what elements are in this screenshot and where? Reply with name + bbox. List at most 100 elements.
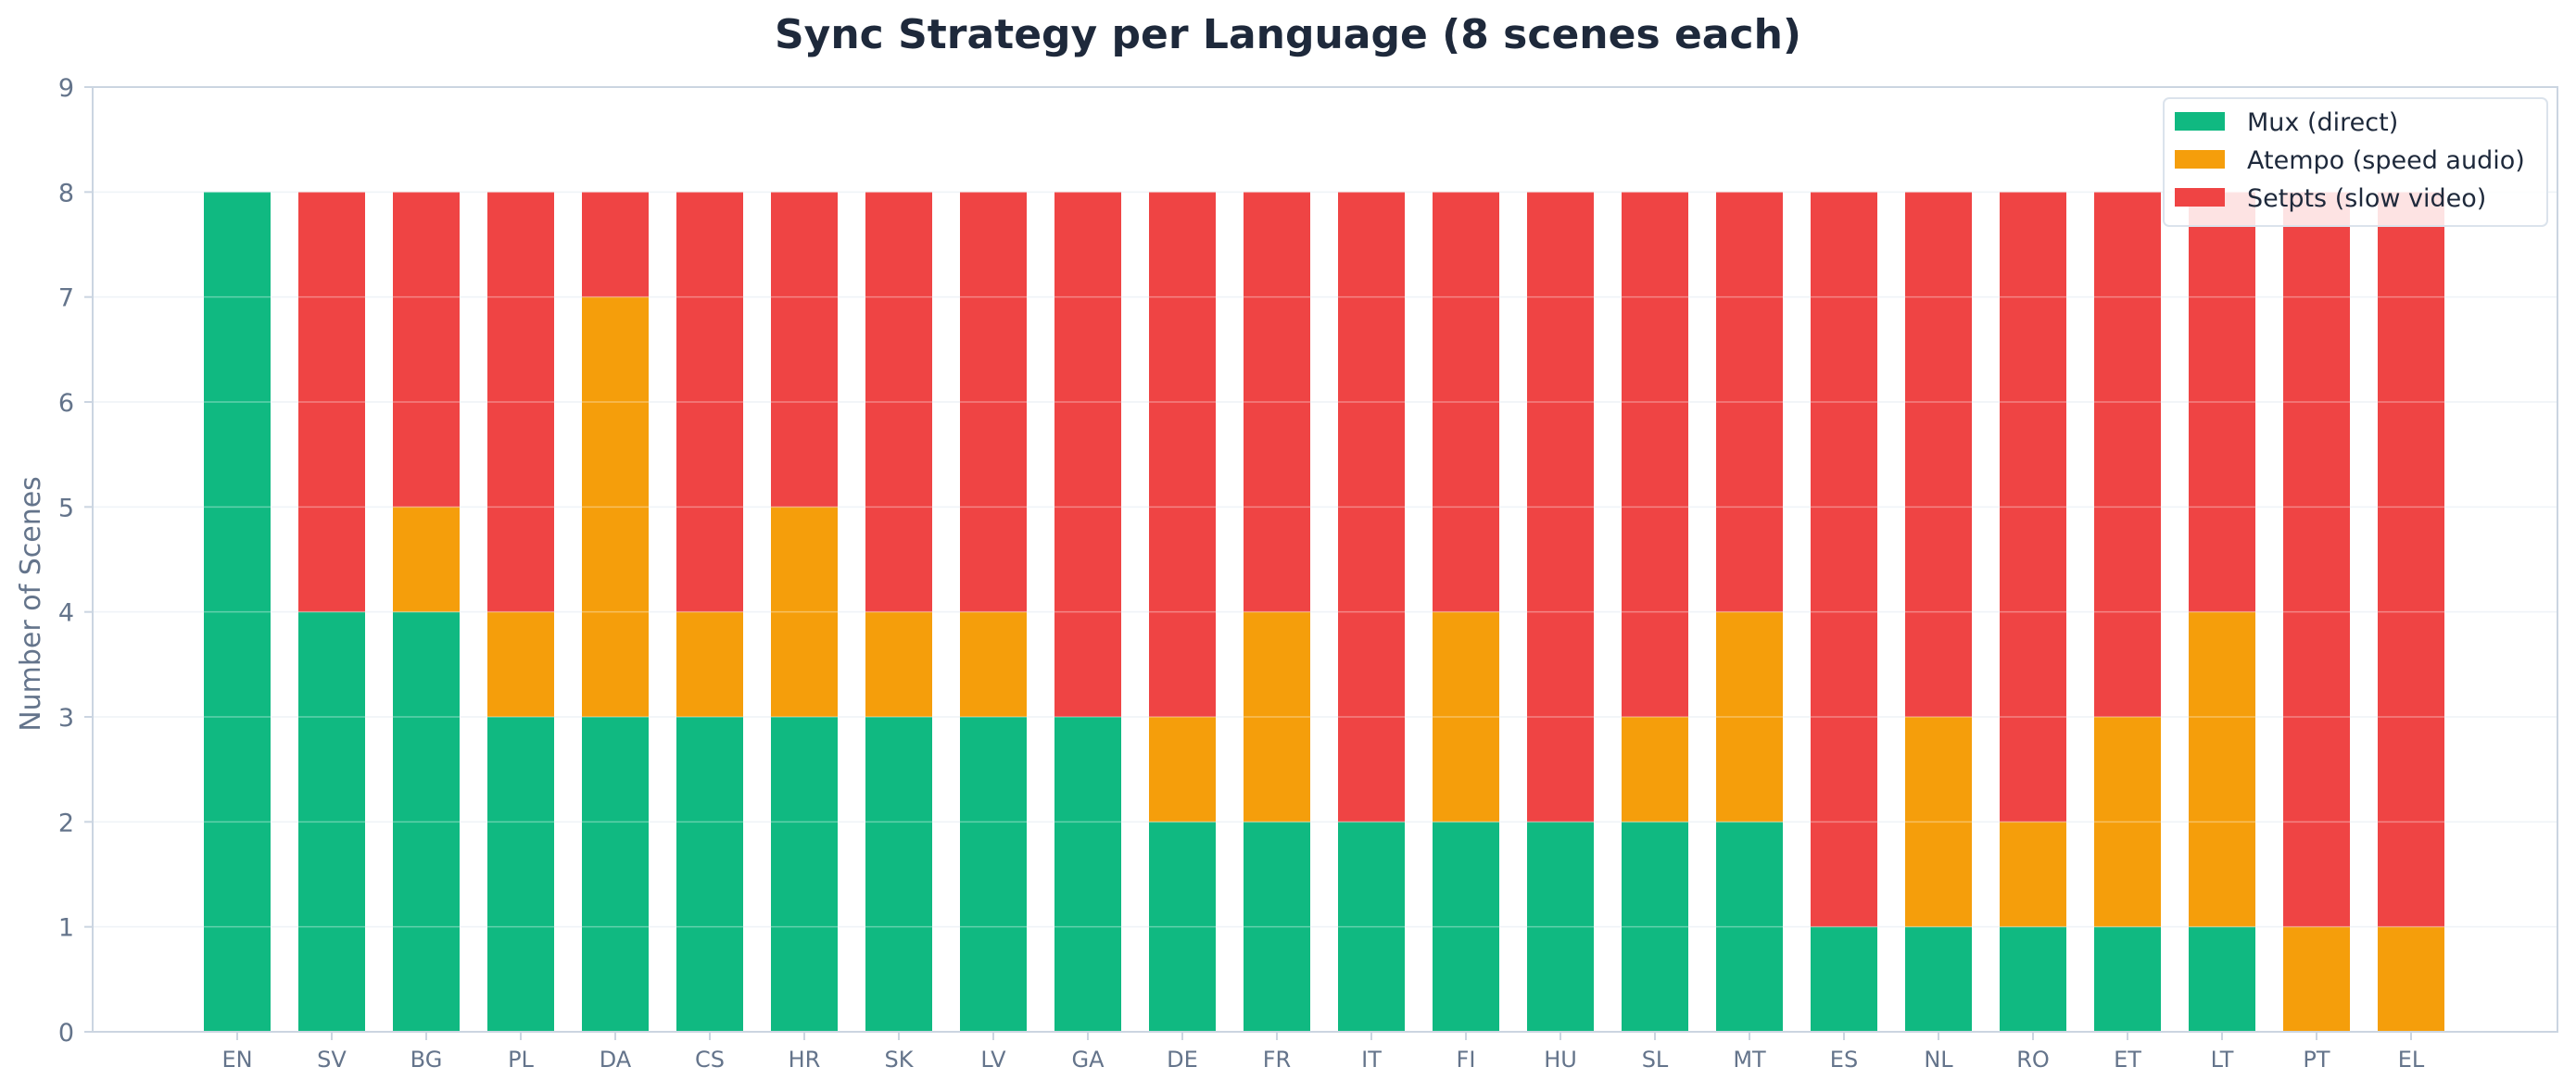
bar-fi-setpts bbox=[1433, 192, 1499, 612]
y-tick-label: 3 bbox=[58, 704, 74, 733]
bar-ro-setpts bbox=[2000, 192, 2066, 822]
bar-sl-setpts bbox=[1622, 192, 1688, 718]
bar-de-setpts bbox=[1149, 192, 1216, 718]
bar-sv-setpts bbox=[298, 192, 365, 612]
legend-swatch bbox=[2175, 112, 2225, 131]
bar-pl-setpts bbox=[487, 192, 554, 612]
bar-lv-atempo bbox=[960, 611, 1027, 717]
bar-it-setpts bbox=[1338, 192, 1405, 822]
bar-mt-atempo bbox=[1716, 611, 1783, 822]
bar-et-setpts bbox=[2094, 192, 2161, 718]
bar-lt-setpts bbox=[2189, 192, 2255, 612]
bar-it-mux bbox=[1338, 822, 1405, 1032]
x-tick-label: PT bbox=[2303, 1047, 2330, 1073]
gridlines bbox=[93, 86, 2557, 1033]
bar-lv-setpts bbox=[960, 192, 1027, 612]
bar-bg-mux bbox=[393, 611, 460, 1032]
chart-title: Sync Strategy per Language (8 scenes eac… bbox=[775, 11, 1801, 58]
bar-lv-mux bbox=[960, 717, 1027, 1032]
plot-frame bbox=[92, 86, 2558, 1033]
y-axis-ticks: 0 1 2 3 4 5 6 7 8 9 bbox=[58, 74, 93, 1048]
bar-es-mux bbox=[1811, 926, 1877, 1032]
x-tick-label: DE bbox=[1167, 1047, 1198, 1073]
bar-fi-mux bbox=[1433, 822, 1499, 1032]
y-tick-label: 7 bbox=[58, 284, 74, 313]
bar-en-mux bbox=[204, 192, 271, 1033]
x-tick-label: EL bbox=[2398, 1047, 2425, 1073]
x-axis-ticks: EN SV BG PL DA CS HR SK LV GA DE FR IT FI HU SL MT ES NL RO… bbox=[221, 1032, 2425, 1073]
axes bbox=[92, 86, 2558, 1033]
x-tick-label: DA bbox=[600, 1047, 632, 1073]
bar-hr-mux bbox=[771, 717, 838, 1032]
bar-sl-atempo bbox=[1622, 717, 1688, 822]
x-tick-label: HU bbox=[1544, 1047, 1577, 1073]
bar-sl-mux bbox=[1622, 822, 1688, 1032]
bar-cs-atempo bbox=[676, 611, 743, 717]
bar-bg-atempo bbox=[393, 507, 460, 612]
bar-nl-atempo bbox=[1905, 717, 1972, 927]
bar-hr-atempo bbox=[771, 507, 838, 717]
bar-cs-mux bbox=[676, 717, 743, 1032]
legend-box bbox=[2163, 97, 2548, 227]
bar-es-setpts bbox=[1811, 192, 1877, 927]
bar-fr-setpts bbox=[1244, 192, 1310, 612]
x-tick-label: CS bbox=[695, 1047, 725, 1073]
y-tick-label: 4 bbox=[58, 599, 74, 628]
bar-hu-setpts bbox=[1527, 192, 1594, 822]
bar-bg-setpts bbox=[393, 192, 460, 508]
x-tick-label: NL bbox=[1924, 1047, 1953, 1073]
bar-et-atempo bbox=[2094, 717, 2161, 927]
legend-label: Mux (direct) bbox=[2247, 108, 2398, 137]
bar-lt-mux bbox=[2189, 926, 2255, 1032]
bar-da-mux bbox=[582, 717, 649, 1032]
bar-fr-atempo bbox=[1244, 611, 1310, 822]
bar-sk-atempo bbox=[865, 611, 932, 717]
bar-sk-mux bbox=[865, 717, 932, 1032]
legend-swatch bbox=[2175, 188, 2225, 207]
legend-label: Setpts (slow video) bbox=[2247, 184, 2486, 213]
y-tick-label: 2 bbox=[58, 809, 74, 837]
y-tick-label: 1 bbox=[58, 914, 74, 943]
bar-pl-atempo bbox=[487, 611, 554, 717]
y-tick-label: 9 bbox=[58, 74, 74, 103]
x-tick-label: BG bbox=[410, 1047, 443, 1073]
bar-da-atempo bbox=[582, 296, 649, 717]
bar-fr-mux bbox=[1244, 822, 1310, 1032]
bar-et-mux bbox=[2094, 926, 2161, 1032]
x-tick-label: SL bbox=[1642, 1047, 1669, 1073]
bar-nl-setpts bbox=[1905, 192, 1972, 718]
bar-nl-mux bbox=[1905, 926, 1972, 1032]
x-tick-label: ES bbox=[1830, 1047, 1858, 1073]
bar-ro-mux bbox=[2000, 926, 2066, 1032]
bar-pt-setpts bbox=[2283, 192, 2350, 927]
bar-ga-mux bbox=[1054, 717, 1121, 1032]
y-tick-label: 6 bbox=[58, 389, 74, 418]
bar-mt-setpts bbox=[1716, 192, 1783, 612]
x-tick-label: MT bbox=[1733, 1047, 1766, 1073]
bar-pl-mux bbox=[487, 717, 554, 1032]
x-tick-label: SV bbox=[317, 1047, 347, 1073]
x-tick-label: EN bbox=[221, 1047, 252, 1073]
y-tick-label: 8 bbox=[58, 179, 74, 207]
bar-pt-atempo bbox=[2283, 926, 2350, 1032]
x-tick-label: RO bbox=[2016, 1047, 2050, 1073]
bars bbox=[93, 191, 2557, 1033]
x-tick-label: LV bbox=[980, 1047, 1006, 1073]
x-tick-label: FR bbox=[1263, 1047, 1291, 1073]
bar-ga-setpts bbox=[1054, 192, 1121, 718]
bar-de-atempo bbox=[1149, 717, 1216, 822]
legend-swatch bbox=[2175, 150, 2225, 169]
bar-el-setpts bbox=[2378, 192, 2444, 927]
x-tick-label: GA bbox=[1071, 1047, 1105, 1073]
bar-sv-mux bbox=[298, 611, 365, 1032]
bar-fi-atempo bbox=[1433, 611, 1499, 822]
bar-el-atempo bbox=[2378, 926, 2444, 1032]
bar-hu-mux bbox=[1527, 822, 1594, 1032]
bar-ro-atempo bbox=[2000, 822, 2066, 927]
x-tick-label: ET bbox=[2114, 1047, 2141, 1073]
x-tick-label: LT bbox=[2211, 1047, 2234, 1073]
y-axis-label: Number of Scenes bbox=[15, 476, 47, 732]
x-tick-label: PL bbox=[508, 1047, 534, 1073]
x-tick-label: HR bbox=[789, 1047, 821, 1073]
